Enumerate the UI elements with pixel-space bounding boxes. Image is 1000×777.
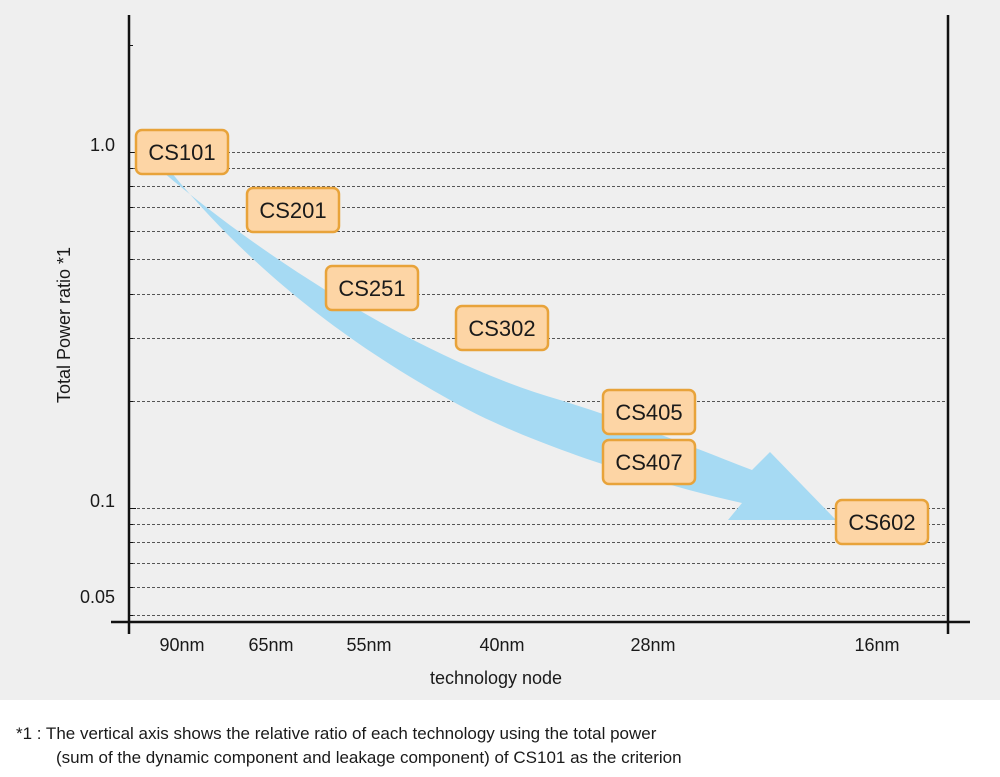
data-point-box bbox=[601, 388, 697, 436]
data-point-label: CS251 bbox=[338, 276, 405, 301]
data-point-label: CS405 bbox=[615, 400, 682, 425]
data-point-cs302: CS302 bbox=[454, 304, 550, 352]
x-tick-label: 16nm bbox=[854, 635, 899, 655]
data-point-box bbox=[324, 264, 420, 312]
x-axis-title: technology node bbox=[430, 668, 562, 688]
data-point-label: CS407 bbox=[615, 450, 682, 475]
data-point-label: CS302 bbox=[468, 316, 535, 341]
chart-svg: 1.0 0.1 0.05 90nm 65nm 55nm 40nm 28nm 16nm CS101… bbox=[54, 15, 970, 688]
y-tick-label: 0.1 bbox=[90, 491, 115, 511]
data-point-cs201: CS201 bbox=[245, 186, 341, 234]
footnote-line-1: *1 : The vertical axis shows the relativ… bbox=[16, 724, 657, 743]
x-tick-label: 90nm bbox=[159, 635, 204, 655]
footnote: *1 : The vertical axis shows the relativ… bbox=[16, 722, 986, 770]
data-point-label: CS602 bbox=[848, 510, 915, 535]
data-point-cs101: CS101 bbox=[134, 128, 230, 176]
data-point-label: CS201 bbox=[259, 198, 326, 223]
data-point-cs407: CS407 bbox=[601, 438, 697, 486]
x-tick-label: 40nm bbox=[479, 635, 524, 655]
y-tick-label: 0.05 bbox=[80, 587, 115, 607]
trend-arrow-shape bbox=[163, 172, 836, 520]
footnote-line-2: (sum of the dynamic component and leakag… bbox=[56, 748, 682, 767]
axes bbox=[111, 15, 970, 634]
data-point-box bbox=[601, 438, 697, 486]
trend-arrow bbox=[163, 172, 836, 520]
data-point-box bbox=[245, 186, 341, 234]
data-point-box bbox=[834, 498, 930, 546]
data-point-label: CS101 bbox=[148, 140, 215, 165]
x-tick-label: 65nm bbox=[248, 635, 293, 655]
data-point-box bbox=[134, 128, 230, 176]
data-point-box bbox=[454, 304, 550, 352]
data-point-cs405: CS405 bbox=[601, 388, 697, 436]
data-point-cs602: CS602 bbox=[834, 498, 930, 546]
chart-area: 1.0 0.1 0.05 90nm 65nm 55nm 40nm 28nm 16nm CS101… bbox=[0, 0, 1000, 700]
tick-labels: 1.0 0.1 0.05 90nm 65nm 55nm 40nm 28nm 16nm bbox=[80, 135, 900, 655]
y-tick-label: 1.0 bbox=[90, 135, 115, 155]
y-axis-title: Total Power ratio *1 bbox=[54, 247, 74, 403]
data-labels: CS101 CS201 CS251 CS302 CS405 CS407 CS602 bbox=[134, 128, 930, 546]
x-tick-label: 55nm bbox=[346, 635, 391, 655]
data-point-cs251: CS251 bbox=[324, 264, 420, 312]
x-tick-label: 28nm bbox=[630, 635, 675, 655]
